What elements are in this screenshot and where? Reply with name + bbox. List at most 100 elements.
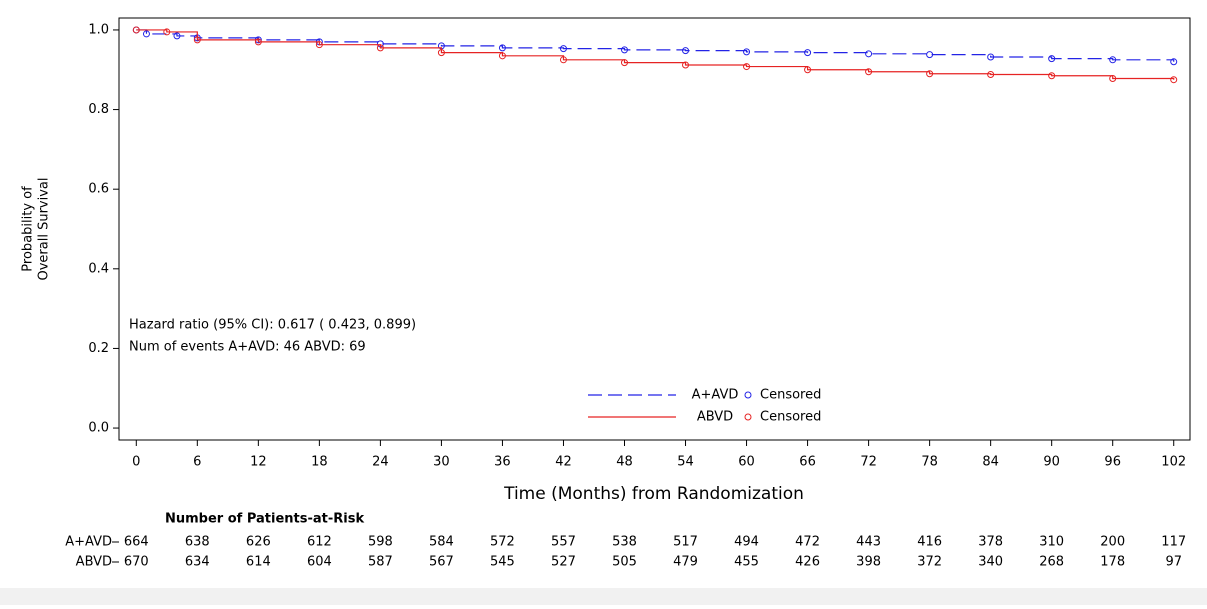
x-axis-label: Time (Months) from Randomization: [503, 484, 804, 504]
x-tick-label: 66: [799, 455, 816, 470]
y-tick-label: 0.8: [88, 102, 109, 117]
x-tick-label: 84: [982, 455, 999, 470]
at-risk-value: 200: [1100, 535, 1125, 550]
at-risk-value: 538: [612, 535, 637, 550]
at-risk-value: 378: [978, 535, 1003, 550]
x-tick-label: 78: [921, 455, 938, 470]
at-risk-value: 614: [246, 555, 271, 570]
at-risk-value: 634: [185, 555, 210, 570]
legend-marker: [744, 391, 752, 399]
censor-marker: [1109, 56, 1117, 64]
legend-label: A+AVD: [692, 388, 739, 403]
censor-marker: [682, 61, 690, 69]
censor-marker: [376, 44, 384, 52]
at-risk-value: 340: [978, 555, 1003, 570]
censor-marker: [987, 71, 995, 79]
at-risk-value: 505: [612, 555, 637, 570]
censor-marker: [173, 32, 181, 40]
at-risk-value: 670: [124, 555, 149, 570]
at-risk-value: 97: [1165, 555, 1182, 570]
footer-band: [0, 588, 1207, 605]
y-tick-label: 1.0: [88, 22, 109, 37]
at-risk-value: 598: [368, 535, 393, 550]
censor-marker: [1170, 58, 1178, 66]
at-risk-value: 117: [1161, 535, 1186, 550]
at-risk-value: 626: [246, 535, 271, 550]
at-risk-value: 426: [795, 555, 820, 570]
censor-marker: [926, 70, 934, 78]
at-risk-value: 479: [673, 555, 698, 570]
censor-marker: [926, 51, 934, 59]
at-risk-value: 545: [490, 555, 515, 570]
y-tick-label: 0.0: [88, 421, 109, 436]
legend-label: Censored: [760, 388, 821, 403]
at-risk-value: 372: [917, 555, 942, 570]
x-tick-label: 60: [738, 455, 755, 470]
plot-frame: [118, 17, 1191, 441]
x-tick-label: 48: [616, 455, 633, 470]
legend-label: ABVD: [697, 410, 733, 425]
censor-marker: [193, 36, 201, 44]
at-risk-value: 455: [734, 555, 759, 570]
at-risk-value: 494: [734, 535, 759, 550]
at-risk-value: 416: [917, 535, 942, 550]
censor-marker: [804, 66, 812, 74]
at-risk-value: 310: [1039, 535, 1064, 550]
censor-marker: [132, 26, 140, 34]
censor-marker: [682, 47, 690, 55]
at-risk-value: 517: [673, 535, 698, 550]
at-risk-value: 572: [490, 535, 515, 550]
x-tick-label: 54: [677, 455, 694, 470]
x-tick-label: 90: [1043, 455, 1060, 470]
censor-marker: [163, 28, 171, 36]
censor-marker: [315, 41, 323, 49]
y-axis-label: Probability of: [21, 186, 36, 272]
x-tick-label: 42: [555, 455, 572, 470]
at-risk-value: 612: [307, 535, 332, 550]
x-tick-label: 0: [132, 455, 140, 470]
censor-marker: [437, 49, 445, 57]
censor-marker: [254, 38, 262, 46]
legend-marker: [744, 413, 752, 421]
y-tick-label: 0.4: [88, 261, 109, 276]
survival-line: [136, 29, 1175, 80]
censor-marker: [865, 68, 873, 76]
censor-marker: [559, 45, 567, 53]
annotation: Hazard ratio (95% CI): 0.617 ( 0.423, 0.…: [129, 318, 416, 333]
at-risk-row-label: ABVD: [76, 555, 112, 570]
y-tick-label: 0.6: [88, 182, 109, 197]
censor-marker: [620, 46, 628, 54]
survival-line: [136, 29, 1175, 62]
at-risk-value: 398: [856, 555, 881, 570]
censor-marker: [559, 56, 567, 64]
x-tick-label: 96: [1104, 455, 1121, 470]
at-risk-value: 604: [307, 555, 332, 570]
censor-marker: [987, 53, 995, 61]
at-risk-value: 178: [1100, 555, 1125, 570]
at-risk-value: 527: [551, 555, 576, 570]
censor-marker: [498, 52, 506, 60]
at-risk-value: 638: [185, 535, 210, 550]
y-tick-label: 0.2: [88, 341, 109, 356]
at-risk-row-label: A+AVD: [65, 535, 112, 550]
x-tick-label: 6: [193, 455, 201, 470]
x-tick-label: 24: [372, 455, 389, 470]
x-tick-label: 12: [250, 455, 267, 470]
x-tick-label: 72: [860, 455, 877, 470]
censor-marker: [804, 49, 812, 57]
censor-marker: [1170, 76, 1178, 84]
at-risk-value: 567: [429, 555, 454, 570]
censor-marker: [142, 30, 150, 38]
censor-marker: [620, 59, 628, 67]
x-tick-label: 18: [311, 455, 328, 470]
at-risk-value: 587: [368, 555, 393, 570]
censor-marker: [1109, 75, 1117, 83]
censor-marker: [865, 50, 873, 58]
censor-marker: [743, 63, 751, 71]
x-tick-label: 30: [433, 455, 450, 470]
at-risk-value: 664: [124, 535, 149, 550]
annotation: Num of events A+AVD: 46 ABVD: 69: [129, 340, 366, 355]
censor-marker: [1048, 55, 1056, 63]
at-risk-value: 268: [1039, 555, 1064, 570]
